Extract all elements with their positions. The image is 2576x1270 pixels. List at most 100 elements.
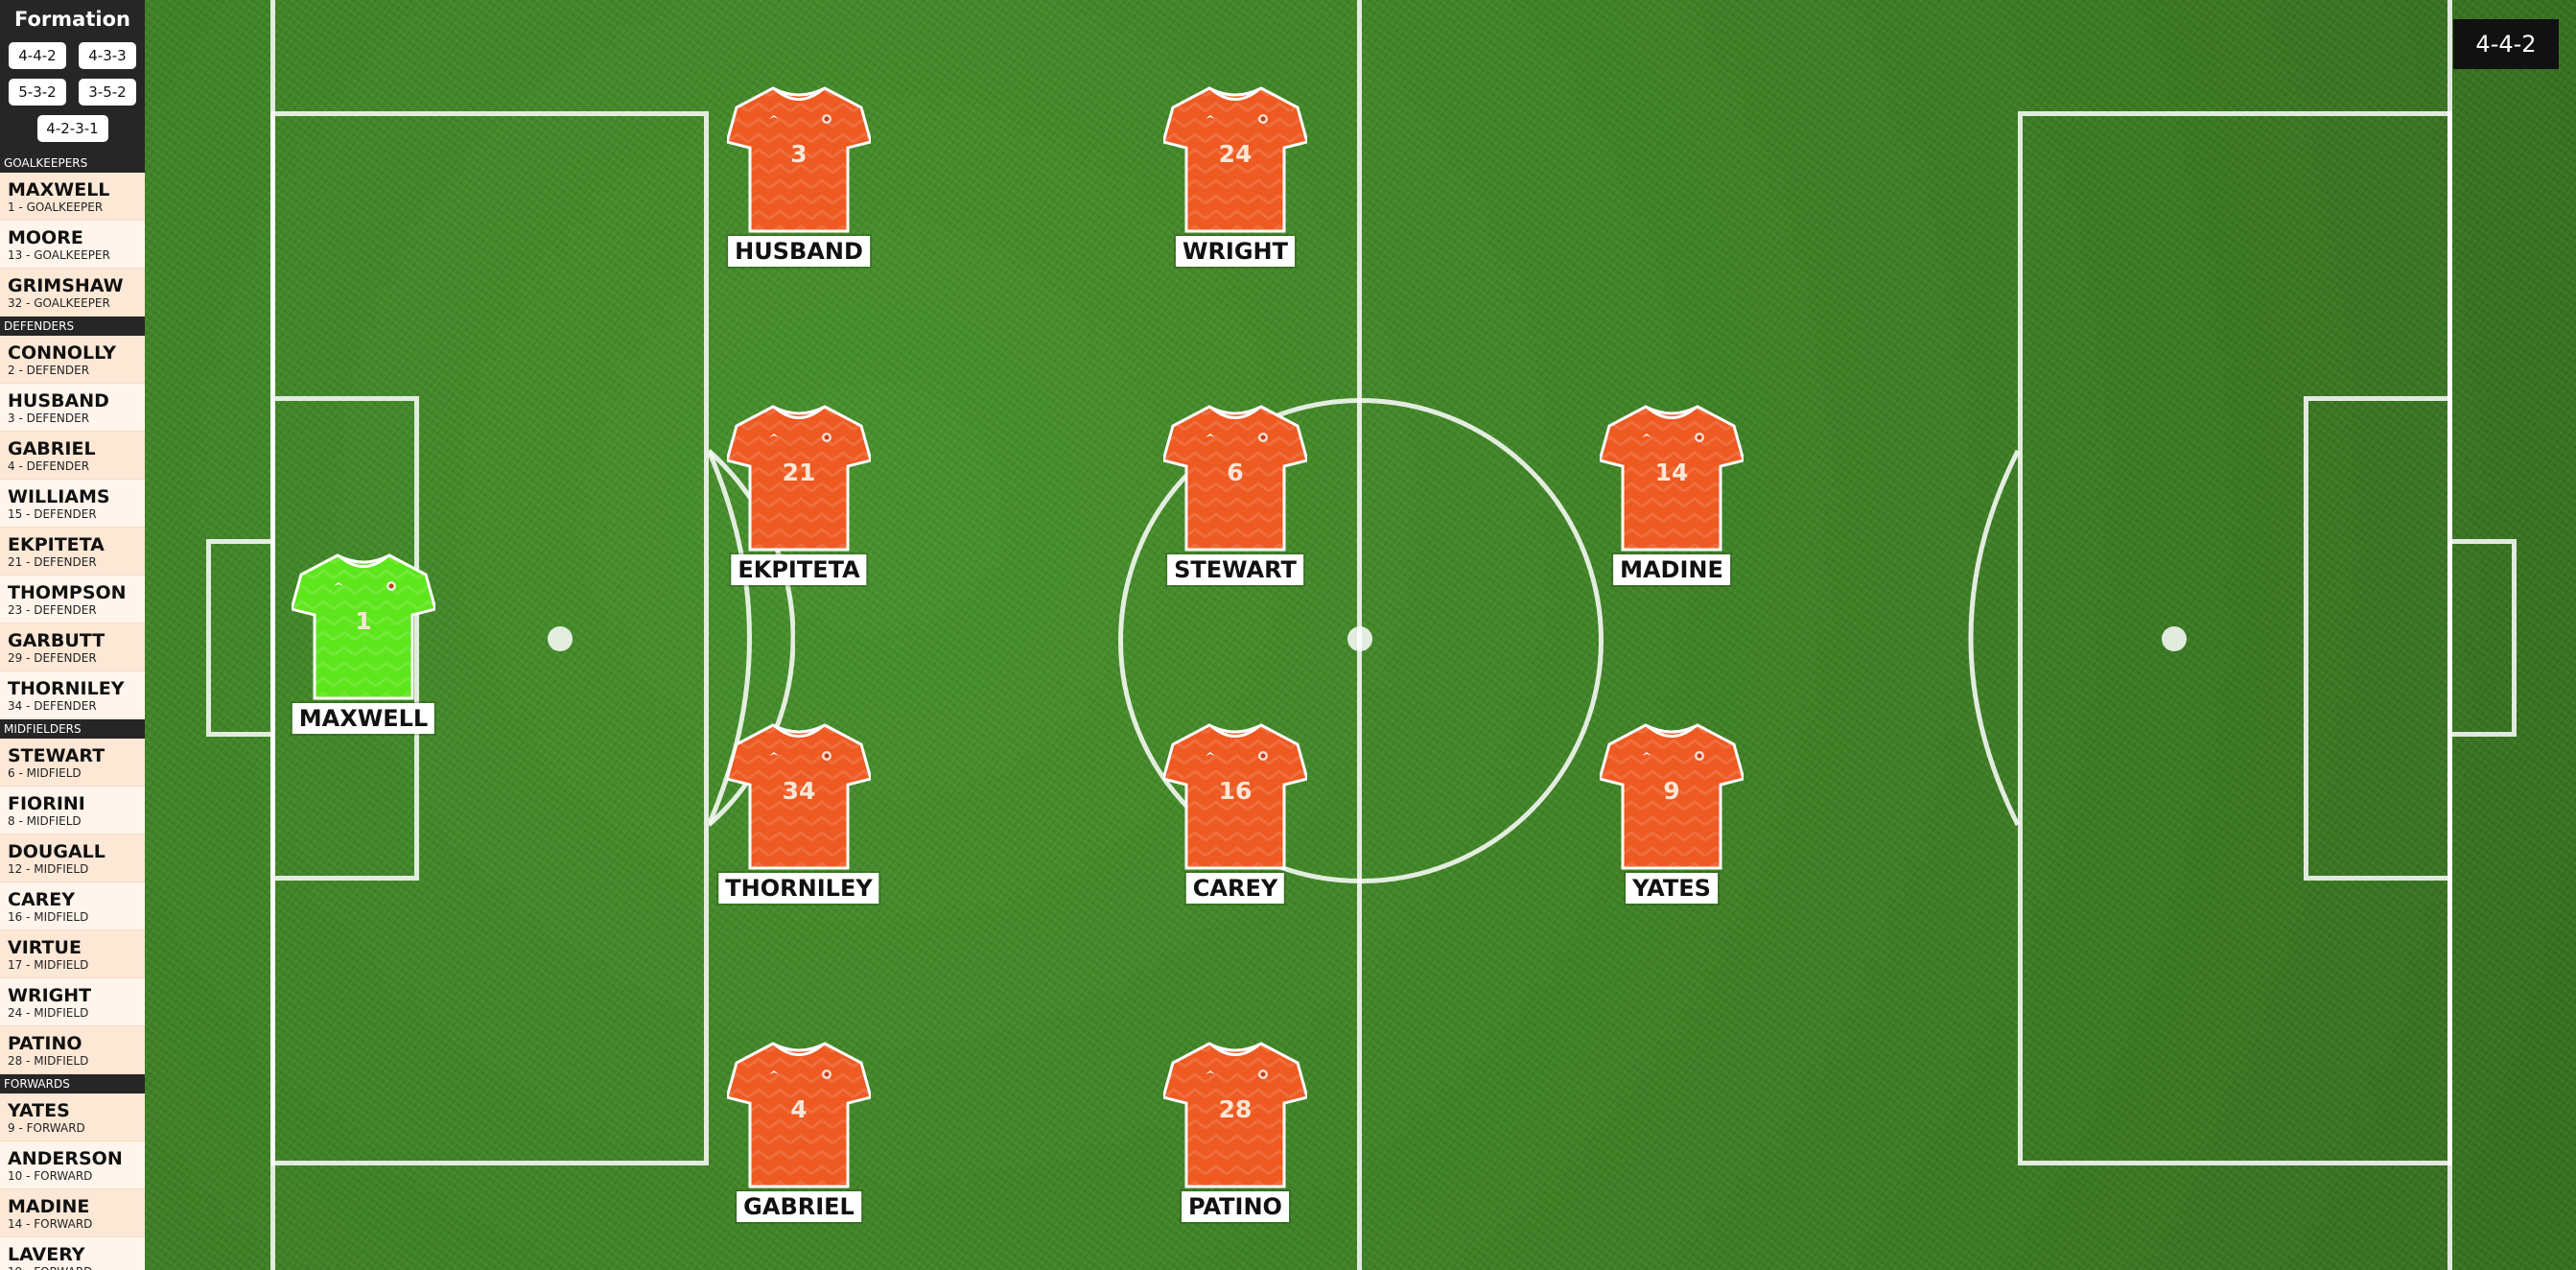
player-name: GRIMSHAW xyxy=(8,275,124,296)
current-formation-badge: 4-4-2 xyxy=(2453,19,2559,69)
list-item[interactable]: ANDERSON 10 - FORWARD xyxy=(0,1141,145,1189)
group-header-defenders: DEFENDERS xyxy=(0,317,145,336)
player-token-forward[interactable]: 9 YATES xyxy=(1590,721,1753,913)
player-info: 29 - DEFENDER xyxy=(8,651,97,665)
list-item[interactable]: THOMPSON 23 - DEFENDER xyxy=(0,576,145,623)
player-token-defender[interactable]: 4 GABRIEL xyxy=(717,1040,880,1232)
player-info: 9 - FORWARD xyxy=(8,1121,85,1135)
list-item[interactable]: DOUGALL 12 - MIDFIELD xyxy=(0,835,145,882)
list-item[interactable]: YATES 9 - FORWARD xyxy=(0,1094,145,1141)
list-item[interactable]: VIRTUE 17 - MIDFIELD xyxy=(0,930,145,978)
player-nameplate: MADINE xyxy=(1613,554,1730,585)
player-name: WRIGHT xyxy=(8,985,92,1006)
group-header-forwards: FORWARDS xyxy=(0,1074,145,1094)
player-info: 19 - FORWARD xyxy=(8,1265,145,1270)
player-nameplate: MAXWELL xyxy=(292,703,435,734)
group-header-goalkeepers: GOALKEEPERS xyxy=(0,153,145,173)
player-name: VIRTUE xyxy=(8,937,82,958)
player-nameplate: GABRIEL xyxy=(737,1191,861,1222)
list-item[interactable]: GARBUTT 29 - DEFENDER xyxy=(0,623,145,671)
player-info: 34 - DEFENDER xyxy=(8,699,97,713)
formation-title: Formation xyxy=(14,8,130,31)
formation-button-4-2-3-1[interactable]: 4-2-3-1 xyxy=(36,115,108,142)
formation-button-3-5-2[interactable]: 3-5-2 xyxy=(79,79,136,106)
sidebar: Formation 4-4-2 4-3-3 5-3-2 3-5-2 4-2-3-… xyxy=(0,0,145,1270)
list-item[interactable]: EKPITETA 21 - DEFENDER xyxy=(0,528,145,576)
list-item[interactable]: CAREY 16 - MIDFIELD xyxy=(0,882,145,930)
player-info: 12 - MIDFIELD xyxy=(8,862,89,876)
player-name: GABRIEL xyxy=(8,438,96,459)
list-item[interactable]: STEWART 6 - MIDFIELD xyxy=(0,739,145,787)
player-list-defenders: CONNOLLY 2 - DEFENDER HUSBAND 3 - DEFENDER… xyxy=(0,336,145,719)
player-token-midfielder[interactable]: 28 PATINO xyxy=(1154,1040,1317,1232)
group-header-midfielders: MIDFIELDERS xyxy=(0,719,145,739)
player-name: MADINE xyxy=(8,1196,90,1217)
player-nameplate: WRIGHT xyxy=(1175,236,1296,267)
player-name: CAREY xyxy=(8,889,76,910)
player-nameplate: EKPITETA xyxy=(731,554,867,585)
list-item[interactable]: LAVERY19 - FORWARD xyxy=(0,1237,145,1270)
shirt-number: 14 xyxy=(1654,459,1689,486)
list-item[interactable]: CONNOLLY 2 - DEFENDER xyxy=(0,336,145,384)
player-nameplate: HUSBAND xyxy=(728,236,870,267)
six-yard-box-right xyxy=(2304,396,2452,881)
list-item[interactable]: FIORINI 8 - MIDFIELD xyxy=(0,787,145,835)
shirt-number: 24 xyxy=(1218,140,1253,168)
shirt-number: 21 xyxy=(782,459,816,486)
list-item[interactable]: PATINO 28 - MIDFIELD xyxy=(0,1026,145,1074)
player-token-midfielder[interactable]: 24 WRIGHT xyxy=(1154,84,1317,276)
player-info: 1 - GOALKEEPER xyxy=(8,200,104,214)
player-info: 15 - DEFENDER xyxy=(8,507,97,521)
centre-circle xyxy=(1118,398,1604,883)
penalty-arc-right xyxy=(1968,449,2020,827)
formation-button-5-3-2[interactable]: 5-3-2 xyxy=(9,79,66,106)
player-name: GARBUTT xyxy=(8,630,105,651)
shirt-number: 34 xyxy=(782,777,816,805)
list-item[interactable]: GRIMSHAW 32 - GOALKEEPER xyxy=(0,269,145,317)
list-item[interactable]: HUSBAND 3 - DEFENDER xyxy=(0,384,145,432)
player-token-midfielder[interactable]: 6 STEWART xyxy=(1154,403,1317,595)
player-token-defender[interactable]: 21 EKPITETA xyxy=(717,403,880,595)
player-name: EKPITETA xyxy=(8,534,105,555)
penalty-spot-right xyxy=(2162,626,2187,651)
player-list-goalkeepers: MAXWELL 1 - GOALKEEPER MOORE 13 - GOALKEEP… xyxy=(0,173,145,317)
player-info: 3 - DEFENDER xyxy=(8,412,90,425)
centre-spot xyxy=(1347,626,1372,651)
player-token-forward[interactable]: 14 MADINE xyxy=(1590,403,1753,595)
player-info: 4 - DEFENDER xyxy=(8,459,90,473)
player-name: FIORINI xyxy=(8,793,85,814)
shirt-number: 9 xyxy=(1663,777,1680,805)
player-info: 14 - FORWARD xyxy=(8,1217,93,1231)
list-item[interactable]: GABRIEL 4 - DEFENDER xyxy=(0,432,145,480)
player-token-defender[interactable]: 3 HUSBAND xyxy=(717,84,880,276)
pitch xyxy=(145,0,2576,1270)
player-name: THOMPSON xyxy=(8,582,127,603)
player-info: 10 - FORWARD xyxy=(8,1169,93,1183)
goal-left xyxy=(206,539,275,737)
player-token-goalkeeper[interactable]: 1 MAXWELL xyxy=(282,552,445,743)
list-item[interactable]: MAXWELL 1 - GOALKEEPER xyxy=(0,173,145,221)
list-item[interactable]: WRIGHT 24 - MIDFIELD xyxy=(0,978,145,1026)
shirt-number: 3 xyxy=(790,140,808,168)
player-name: YATES xyxy=(8,1100,70,1121)
player-name: PATINO xyxy=(8,1033,82,1054)
player-info: 23 - DEFENDER xyxy=(8,603,97,617)
player-name: ANDERSON xyxy=(8,1148,123,1169)
formation-button-4-3-3[interactable]: 4-3-3 xyxy=(79,42,136,69)
player-info: 2 - DEFENDER xyxy=(8,364,90,377)
player-name: MAXWELL xyxy=(8,179,110,200)
player-info: 17 - MIDFIELD xyxy=(8,958,89,972)
list-item[interactable]: MADINE 14 - FORWARD xyxy=(0,1189,145,1237)
formation-button-4-4-2[interactable]: 4-4-2 xyxy=(9,42,66,69)
player-nameplate: STEWART xyxy=(1167,554,1303,585)
player-token-defender[interactable]: 34 THORNILEY xyxy=(717,721,880,913)
list-item[interactable]: THORNILEY 34 - DEFENDER xyxy=(0,671,145,719)
player-info: 21 - DEFENDER xyxy=(8,555,97,569)
player-name: MOORE xyxy=(8,227,83,248)
player-info: 13 - GOALKEEPER xyxy=(8,248,110,262)
list-item[interactable]: WILLIAMS 15 - DEFENDER xyxy=(0,480,145,528)
player-nameplate: YATES xyxy=(1626,873,1718,904)
player-token-midfielder[interactable]: 16 CAREY xyxy=(1154,721,1317,913)
player-info: 8 - MIDFIELD xyxy=(8,814,82,828)
list-item[interactable]: MOORE 13 - GOALKEEPER xyxy=(0,221,145,269)
